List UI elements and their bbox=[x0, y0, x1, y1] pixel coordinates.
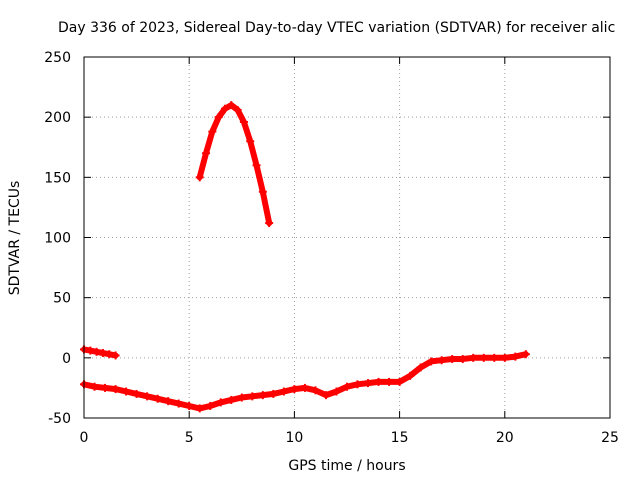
data-point bbox=[153, 394, 162, 403]
data-point bbox=[132, 389, 141, 398]
data-point bbox=[101, 383, 110, 392]
x-tick-label: 10 bbox=[285, 430, 303, 446]
data-point bbox=[227, 101, 236, 110]
data-point bbox=[90, 382, 99, 391]
data-point bbox=[321, 391, 330, 400]
data-point bbox=[202, 149, 211, 158]
series-2-line bbox=[196, 102, 273, 227]
y-tick-label: 200 bbox=[44, 110, 71, 126]
data-point bbox=[111, 385, 120, 394]
y-tick-label: 50 bbox=[53, 291, 71, 307]
data-point bbox=[208, 127, 217, 136]
y-tick-label: 250 bbox=[44, 50, 71, 66]
data-point bbox=[469, 353, 478, 362]
y-tick-label: 0 bbox=[62, 351, 71, 367]
data-point bbox=[98, 349, 107, 358]
x-tick-label: 15 bbox=[391, 430, 409, 446]
data-point bbox=[185, 401, 194, 410]
data-point bbox=[374, 377, 383, 386]
y-tick-label: 150 bbox=[44, 170, 71, 186]
data-point bbox=[395, 377, 404, 386]
chart-title: Day 336 of 2023, Sidereal Day-to-day VTE… bbox=[58, 20, 615, 36]
data-point bbox=[105, 350, 114, 359]
axis-ticks: 0 5 10 15 20 25 -50 0 50 100 150 200 250 bbox=[44, 50, 619, 446]
data-point bbox=[448, 355, 457, 364]
data-point bbox=[311, 386, 320, 395]
data-point bbox=[353, 380, 362, 389]
data-point bbox=[290, 385, 299, 394]
series-layer bbox=[80, 101, 530, 413]
data-point bbox=[246, 137, 255, 146]
y-tick-label: 100 bbox=[44, 231, 71, 247]
data-point bbox=[248, 392, 257, 401]
data-point bbox=[385, 377, 394, 386]
data-point bbox=[437, 356, 446, 365]
data-point bbox=[237, 393, 246, 402]
grid bbox=[84, 57, 610, 418]
data-point bbox=[239, 117, 248, 126]
data-point bbox=[258, 187, 267, 196]
x-tick-label: 0 bbox=[80, 430, 89, 446]
data-point bbox=[406, 371, 415, 380]
data-point bbox=[206, 401, 215, 410]
data-point bbox=[521, 350, 530, 359]
data-point bbox=[252, 161, 261, 170]
x-tick-label: 20 bbox=[496, 430, 514, 446]
data-point bbox=[258, 391, 267, 400]
data-point bbox=[511, 352, 520, 361]
data-point bbox=[269, 389, 278, 398]
data-point bbox=[86, 346, 95, 355]
data-point bbox=[490, 353, 499, 362]
data-point bbox=[364, 379, 373, 388]
data-point bbox=[458, 355, 467, 364]
data-point bbox=[92, 347, 101, 356]
plot-frame bbox=[83, 56, 611, 419]
data-point bbox=[279, 387, 288, 396]
data-point bbox=[265, 219, 274, 228]
x-axis-label: GPS time / hours bbox=[288, 458, 405, 474]
data-point bbox=[220, 104, 229, 113]
data-point bbox=[343, 382, 351, 391]
series-3-line bbox=[81, 351, 529, 412]
data-point bbox=[227, 395, 236, 404]
data-point bbox=[174, 399, 183, 408]
data-point bbox=[111, 351, 120, 360]
data-point bbox=[122, 387, 131, 396]
data-point bbox=[233, 105, 242, 114]
y-tick-label: -50 bbox=[48, 411, 71, 427]
data-point bbox=[164, 397, 173, 406]
data-point bbox=[300, 383, 309, 392]
data-point bbox=[479, 353, 488, 362]
x-tick-label: 25 bbox=[601, 430, 619, 446]
y-axis-label: SDTVAR / TECUs bbox=[7, 181, 23, 296]
data-point bbox=[195, 404, 204, 413]
data-point bbox=[214, 113, 223, 122]
data-point bbox=[195, 173, 204, 182]
data-point bbox=[416, 363, 425, 372]
data-point bbox=[332, 387, 341, 396]
data-point bbox=[216, 398, 225, 407]
data-point bbox=[427, 357, 436, 366]
data-point bbox=[500, 353, 509, 362]
data-point bbox=[143, 392, 152, 401]
x-tick-label: 5 bbox=[185, 430, 194, 446]
